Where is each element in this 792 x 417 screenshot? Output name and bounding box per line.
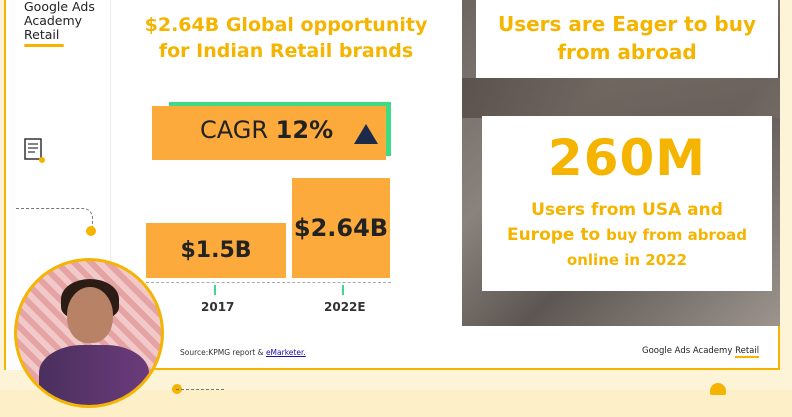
page-title: $2.64B Global opportunity for Indian Ret… — [126, 12, 446, 64]
footer-brand: Google Ads Academy Retail — [642, 346, 760, 358]
document-icon — [24, 138, 45, 163]
presenter-webcam — [14, 258, 164, 408]
brand-line-2: Academy — [24, 13, 83, 28]
brand-logo-text: Google Ads Academy Retail — [24, 0, 95, 42]
heart-icon — [710, 383, 726, 395]
chart-bar-2022E: $2.64B — [292, 178, 390, 278]
stat-line-2: Europe to buy from abroad — [482, 223, 772, 248]
headline-card: Users are Eager to buy from abroad — [476, 0, 778, 78]
stat-description: Users from USA and Europe to buy from ab… — [482, 198, 772, 273]
chart-bar-value-label: $2.64B — [293, 214, 389, 242]
title-line-2: for Indian Retail brands — [158, 40, 414, 62]
cagr-label: CAGR — [200, 116, 269, 144]
slide-frame: Google Ads Academy Retail $2.64B Global … — [4, 0, 780, 370]
brand-line-1: Google Ads — [24, 0, 95, 14]
cagr-value: 12% — [275, 116, 334, 144]
chart-x-label: 2017 — [201, 300, 235, 314]
stat-line-3: online in 2022 — [566, 251, 688, 269]
stat-card: 260M Users from USA and Europe to buy fr… — [482, 116, 772, 291]
decorative-dashed-path — [16, 208, 93, 229]
stat-line-2a: Europe to — [506, 225, 601, 245]
chart-tick — [214, 285, 216, 295]
decorative-dashed-bottom — [176, 389, 224, 390]
cagr-text: CAGR 12% — [200, 116, 333, 144]
presenter-face — [67, 287, 113, 343]
cagr-box: CAGR 12% — [152, 106, 386, 160]
brand-underline — [24, 44, 64, 47]
chart-x-label: 2022E — [324, 300, 366, 314]
stat-number: 260M — [547, 129, 707, 187]
presenter-body — [39, 345, 149, 405]
source-text: Source:KPMG report & — [180, 348, 264, 357]
up-triangle-icon — [354, 124, 378, 144]
photo-detail — [462, 78, 780, 118]
footer-brand-highlight: Retail — [735, 346, 760, 358]
stat-line-2b: buy from abroad — [606, 226, 748, 244]
chart-bar-2017: $1.5B — [146, 223, 286, 278]
chart-tick — [342, 285, 344, 295]
title-line-1: $2.64B Global opportunity — [144, 14, 428, 36]
chart-axis — [146, 282, 391, 283]
brand-line-3: Retail — [24, 27, 60, 42]
headline-card-line-1: Users are Eager to buy — [497, 12, 757, 36]
stat-line-1: Users from USA and — [531, 200, 723, 220]
footer-brand-text: Google Ads Academy — [642, 346, 733, 356]
source-link[interactable]: eMarketer. — [265, 348, 306, 357]
headline-card-line-2: from abroad — [557, 40, 697, 64]
chart-bar-value-label: $1.5B — [180, 237, 252, 263]
source-citation: Source:KPMG report & eMarketer. — [180, 348, 306, 357]
decorative-dot — [86, 226, 96, 236]
